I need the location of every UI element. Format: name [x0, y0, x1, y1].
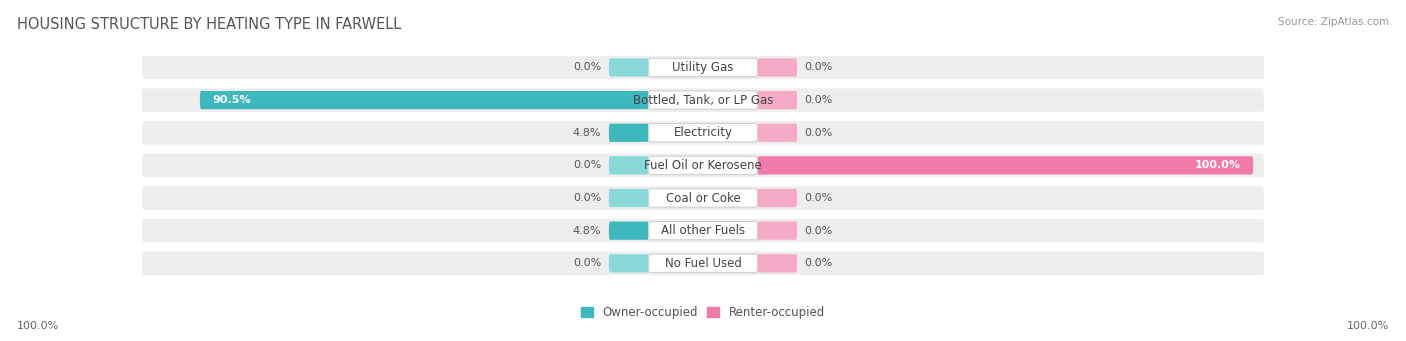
Text: 90.5%: 90.5%: [212, 95, 250, 105]
FancyBboxPatch shape: [609, 254, 648, 272]
Text: 100.0%: 100.0%: [1195, 160, 1240, 170]
FancyBboxPatch shape: [648, 91, 758, 109]
FancyBboxPatch shape: [142, 154, 1264, 177]
Text: 0.0%: 0.0%: [804, 95, 832, 105]
Text: Coal or Coke: Coal or Coke: [665, 192, 741, 205]
Text: All other Fuels: All other Fuels: [661, 224, 745, 237]
FancyBboxPatch shape: [609, 156, 648, 175]
Text: 0.0%: 0.0%: [804, 193, 832, 203]
FancyBboxPatch shape: [200, 91, 648, 109]
Text: 100.0%: 100.0%: [17, 321, 59, 331]
FancyBboxPatch shape: [648, 123, 758, 142]
Text: 0.0%: 0.0%: [574, 62, 602, 73]
Text: 100.0%: 100.0%: [1347, 321, 1389, 331]
Text: Utility Gas: Utility Gas: [672, 61, 734, 74]
FancyBboxPatch shape: [758, 222, 797, 240]
FancyBboxPatch shape: [609, 189, 648, 207]
FancyBboxPatch shape: [758, 254, 797, 272]
FancyBboxPatch shape: [758, 58, 797, 77]
FancyBboxPatch shape: [648, 58, 758, 77]
Text: Source: ZipAtlas.com: Source: ZipAtlas.com: [1278, 17, 1389, 27]
FancyBboxPatch shape: [758, 189, 797, 207]
FancyBboxPatch shape: [142, 56, 1264, 79]
Text: No Fuel Used: No Fuel Used: [665, 257, 741, 270]
FancyBboxPatch shape: [142, 252, 1264, 275]
Text: Fuel Oil or Kerosene: Fuel Oil or Kerosene: [644, 159, 762, 172]
Text: 0.0%: 0.0%: [574, 258, 602, 268]
Text: Bottled, Tank, or LP Gas: Bottled, Tank, or LP Gas: [633, 94, 773, 107]
FancyBboxPatch shape: [758, 123, 797, 142]
Text: Electricity: Electricity: [673, 126, 733, 139]
Text: 0.0%: 0.0%: [804, 128, 832, 138]
Text: 0.0%: 0.0%: [574, 193, 602, 203]
Text: 0.0%: 0.0%: [804, 226, 832, 236]
FancyBboxPatch shape: [609, 222, 648, 240]
FancyBboxPatch shape: [142, 88, 1264, 112]
Text: 0.0%: 0.0%: [804, 62, 832, 73]
Text: HOUSING STRUCTURE BY HEATING TYPE IN FARWELL: HOUSING STRUCTURE BY HEATING TYPE IN FAR…: [17, 17, 401, 32]
Text: 4.8%: 4.8%: [572, 226, 602, 236]
FancyBboxPatch shape: [648, 156, 758, 175]
Text: 0.0%: 0.0%: [804, 258, 832, 268]
FancyBboxPatch shape: [758, 156, 1253, 175]
Legend: Owner-occupied, Renter-occupied: Owner-occupied, Renter-occupied: [576, 301, 830, 324]
FancyBboxPatch shape: [648, 189, 758, 207]
FancyBboxPatch shape: [609, 58, 648, 77]
FancyBboxPatch shape: [648, 222, 758, 240]
Text: 4.8%: 4.8%: [572, 128, 602, 138]
FancyBboxPatch shape: [142, 121, 1264, 145]
FancyBboxPatch shape: [758, 91, 797, 109]
FancyBboxPatch shape: [609, 123, 648, 142]
FancyBboxPatch shape: [142, 186, 1264, 210]
FancyBboxPatch shape: [648, 254, 758, 272]
FancyBboxPatch shape: [142, 219, 1264, 242]
Text: 0.0%: 0.0%: [574, 160, 602, 170]
